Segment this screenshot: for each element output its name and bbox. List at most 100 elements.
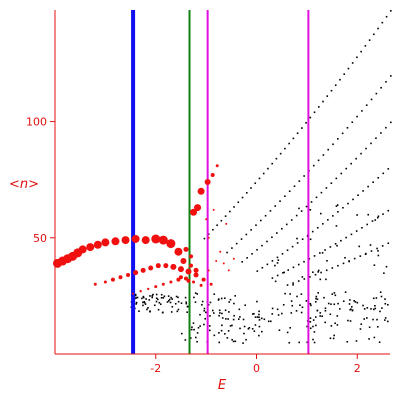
black-point [319, 312, 322, 314]
black-point [364, 45, 367, 47]
black-point [274, 280, 277, 283]
black-point [324, 309, 327, 312]
red-point [183, 276, 188, 281]
black-point [288, 190, 291, 193]
black-point [356, 115, 358, 118]
black-point [194, 301, 197, 303]
black-point [224, 215, 227, 217]
red-point [118, 275, 123, 280]
black-point [258, 177, 261, 180]
black-point [350, 308, 352, 311]
black-point [386, 320, 389, 323]
black-point [305, 205, 308, 208]
black-point [221, 324, 223, 327]
black-point [258, 316, 260, 319]
black-point [209, 315, 211, 317]
black-point [344, 291, 347, 293]
black-point [239, 327, 241, 330]
black-point [170, 296, 172, 299]
y-tick-label: 50 [33, 232, 47, 245]
black-point [373, 336, 376, 339]
black-point [317, 269, 320, 272]
black-point [276, 274, 279, 277]
black-point [141, 297, 143, 300]
black-point [361, 110, 363, 112]
red-point-series [53, 164, 235, 295]
black-point [312, 338, 314, 341]
red-point [197, 187, 205, 195]
black-point [168, 298, 171, 301]
black-point [199, 313, 201, 316]
red-point [189, 254, 194, 259]
black-point [279, 200, 281, 202]
black-point [301, 276, 304, 278]
black-point [239, 316, 241, 318]
black-point [135, 301, 138, 304]
red-point [194, 204, 202, 212]
black-point [248, 326, 251, 329]
black-point [370, 308, 372, 310]
black-point [229, 210, 231, 213]
y-axis-label: <n> [9, 177, 39, 192]
black-point [228, 311, 230, 313]
black-point [385, 81, 387, 83]
black-point [196, 340, 198, 343]
black-point [213, 293, 216, 295]
black-point [351, 309, 354, 312]
black-point [153, 304, 156, 307]
black-point [387, 168, 390, 170]
black-point [271, 162, 273, 165]
black-point [336, 204, 339, 206]
black-point [343, 73, 346, 75]
black-point [225, 318, 227, 320]
black-point [298, 180, 301, 182]
black-point [332, 215, 334, 217]
black-point [382, 172, 385, 175]
red-point [101, 238, 110, 247]
black-point [380, 132, 382, 134]
black-point [366, 307, 369, 309]
black-point [292, 266, 295, 269]
black-point [384, 298, 386, 300]
black-point [300, 293, 303, 295]
black-point [309, 317, 312, 319]
black-point [312, 164, 315, 167]
black-point [271, 277, 274, 279]
black-point [357, 194, 359, 196]
black-point [276, 256, 279, 259]
black-point [330, 182, 333, 184]
black-point [315, 196, 318, 199]
black-point [309, 302, 312, 305]
red-point [163, 263, 169, 269]
black-point [286, 249, 289, 252]
black-point [351, 62, 354, 64]
red-point [151, 234, 161, 244]
black-point [189, 337, 192, 339]
black-point [300, 311, 303, 314]
black-point [274, 264, 276, 267]
black-point [237, 201, 240, 204]
red-point [199, 283, 203, 287]
black-point [167, 300, 170, 302]
black-point [271, 307, 274, 310]
black-point [315, 295, 318, 298]
black-point [340, 172, 343, 175]
black-point [347, 202, 349, 205]
black-point [284, 147, 286, 150]
black-point [330, 303, 332, 305]
black-point [250, 229, 252, 231]
red-point [215, 164, 219, 168]
black-point [337, 264, 339, 267]
black-point [233, 206, 235, 208]
black-point [258, 319, 261, 321]
black-point [221, 317, 224, 319]
black-point [193, 328, 195, 331]
red-point [158, 235, 168, 245]
black-point [309, 116, 312, 119]
black-point [194, 336, 197, 339]
black-point [316, 298, 319, 301]
black-point [314, 316, 317, 318]
black-point [327, 148, 330, 151]
black-point [155, 300, 158, 303]
red-point [232, 257, 235, 260]
